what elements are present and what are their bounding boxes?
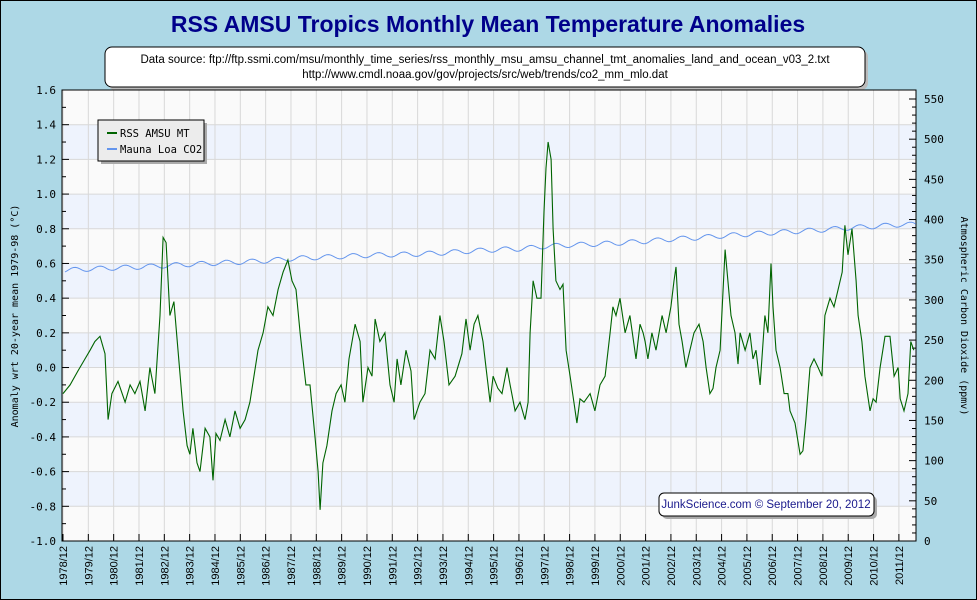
credit-text: JunkScience.com © September 20, 2012: [661, 499, 870, 511]
y-tick-label: 1.0: [36, 188, 56, 201]
x-tick-label: 1988/12: [311, 546, 323, 586]
x-tick-label: 1999/12: [590, 546, 602, 586]
x-tick-label: 1998/12: [565, 546, 577, 586]
x-tick-label: 1996/12: [514, 546, 526, 586]
y2-tick-label: 400: [924, 214, 944, 227]
y2-tick-label: 450: [924, 173, 944, 186]
x-tick-label: 2000/12: [615, 546, 627, 586]
chart-title: RSS AMSU Tropics Monthly Mean Temperatur…: [171, 11, 805, 37]
series-line-rss: [62, 141, 915, 510]
x-tick-label: 1990/12: [362, 546, 374, 586]
y-axis-label: Anomaly wrt 20-year mean 1979-98 (°C): [10, 205, 21, 428]
plot-border: [61, 89, 917, 542]
y-tick-label: 0.4: [36, 292, 56, 305]
y-tick-label: 1.6: [36, 84, 56, 97]
x-tick-label: 1980/12: [109, 546, 121, 586]
legend-label-rss: RSS AMSU MT: [120, 128, 190, 140]
x-tick-label: 1991/12: [387, 546, 399, 586]
x-tick-label: 2002/12: [666, 546, 678, 586]
y-tick-label: -0.6: [30, 466, 57, 479]
x-tick-label: 1983/12: [185, 546, 197, 586]
x-tick-label: 2006/12: [767, 546, 779, 586]
x-tick-label: 2005/12: [742, 546, 754, 586]
x-tick-label: 1986/12: [261, 546, 273, 586]
x-tick-label: 2001/12: [641, 546, 653, 586]
y-tick-label: 0.8: [36, 223, 56, 236]
x-tick-label: 1984/12: [210, 546, 222, 586]
y-tick-label: -0.8: [30, 500, 57, 513]
grid-band: [62, 332, 916, 368]
y-tick-label: -1.0: [30, 535, 57, 548]
x-tick-label: 1982/12: [159, 546, 171, 586]
x-tick-label: 1995/12: [489, 546, 501, 586]
legend-label-co2: Mauna Loa CO2: [120, 144, 202, 156]
x-tick-label: 2003/12: [691, 546, 703, 586]
x-tick-label: 2007/12: [793, 546, 805, 586]
source-line-2: http://www.cmdl.noaa.gov/gov/projects/sr…: [302, 69, 668, 81]
x-tick-label: 2004/12: [717, 546, 729, 586]
x-tick-label: 1994/12: [463, 546, 475, 586]
y-tick-label: 1.2: [36, 153, 56, 166]
y-tick-label: -0.4: [30, 431, 57, 444]
x-tick-label: 1989/12: [337, 546, 349, 586]
source-line-1: Data source: ftp://ftp.ssmi.com/msu/mont…: [140, 54, 830, 66]
y2-tick-label: 150: [924, 414, 944, 427]
x-tick-label: 1981/12: [134, 546, 146, 586]
axes: 1.6 1.4 1.2 1.0 0.8 0.6 0.4 0.2 0.0 -0.2 -0.4 -0.6 -…: [30, 84, 944, 586]
x-tick-label: 1985/12: [235, 546, 247, 586]
x-tick-label: 2010/12: [869, 546, 881, 586]
y2-tick-label: 0: [924, 535, 931, 548]
y2-tick-label: 350: [924, 254, 944, 267]
series-lines: [62, 141, 916, 510]
x-tick-label: 1978/12: [58, 546, 70, 586]
x-tick-label: 1987/12: [286, 546, 298, 586]
x-tick-label: 1992/12: [413, 546, 425, 586]
credit-box: JunkScience.com © September 20, 2012: [658, 492, 877, 519]
x-tick-label: 2011/12: [894, 546, 906, 585]
x-tick-label: 1979/12: [83, 546, 95, 586]
series-line-co2: [64, 221, 916, 273]
y2-tick-label: 550: [924, 93, 944, 106]
source-box: Data source: ftp://ftp.ssmi.com/msu/mont…: [104, 46, 868, 90]
x-tick-label: 2008/12: [818, 546, 830, 586]
y-tick-label: 0.6: [36, 257, 56, 270]
y-tick-label: 0.0: [36, 362, 56, 375]
y2-tick-label: 250: [924, 334, 944, 347]
x-tick-label: 1997/12: [539, 546, 551, 586]
y2-tick-label: 200: [924, 374, 944, 387]
y-tick-label: 1.4: [36, 119, 56, 132]
y2-axis-label: Atmospheric Carbon Dioxide (ppmv): [958, 217, 969, 416]
y2-tick-label: 300: [924, 294, 944, 307]
grid-band: [62, 263, 916, 299]
y2-tick-label: 50: [924, 495, 937, 508]
y-tick-label: 0.2: [36, 327, 56, 340]
y-tick-label: -0.2: [30, 396, 57, 409]
x-tick-label: 1993/12: [438, 546, 450, 586]
legend[interactable]: RSS AMSU MT Mauna Loa CO2: [97, 119, 207, 164]
y2-tick-label: 100: [924, 455, 944, 468]
x-tick-label: 2009/12: [843, 546, 855, 586]
y2-tick-label: 500: [924, 133, 944, 146]
grid-band: [62, 194, 916, 229]
